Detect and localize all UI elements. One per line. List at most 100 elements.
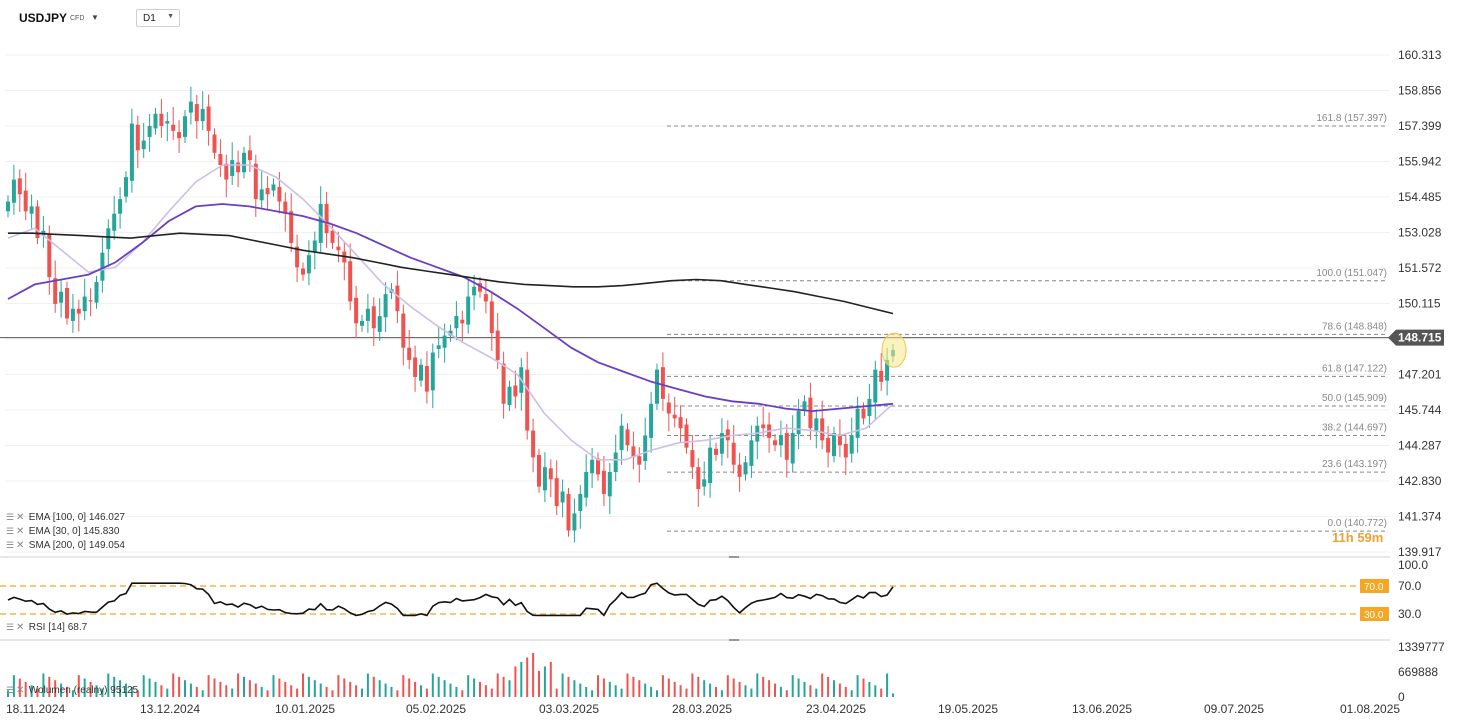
settings-lines-icon[interactable]: ☰ bbox=[6, 512, 15, 522]
legend-sma200-name: SMA bbox=[28, 540, 50, 551]
symbol-dropdown-icon[interactable]: ▼ bbox=[91, 13, 99, 22]
settings-lines-icon[interactable]: ☰ bbox=[6, 540, 15, 550]
candle-up bbox=[153, 113, 158, 129]
candle-up bbox=[708, 447, 713, 483]
date-tick-label: 13.06.2025 bbox=[1072, 702, 1132, 716]
candle-down bbox=[65, 288, 69, 319]
settings-lines-icon[interactable]: ☰ bbox=[6, 685, 15, 695]
candle-up bbox=[454, 316, 459, 329]
volume-bar bbox=[414, 681, 417, 697]
volume-bar bbox=[886, 673, 889, 697]
fib-level-label: 78.6 (148.848) bbox=[1322, 321, 1387, 332]
volume-bar bbox=[868, 681, 871, 697]
candle-down bbox=[171, 124, 176, 131]
legend-rsi-name: RSI bbox=[28, 622, 46, 633]
candle-down bbox=[194, 104, 199, 122]
price-tick-label: 155.942 bbox=[1398, 155, 1442, 169]
volume-bar bbox=[184, 680, 186, 697]
candle-down bbox=[277, 186, 282, 202]
volume-bar bbox=[508, 680, 511, 697]
volume-bar bbox=[408, 678, 411, 697]
candle-down bbox=[35, 206, 40, 239]
pane-resize-handle[interactable] bbox=[729, 639, 739, 641]
timeframe-value: D1 bbox=[143, 13, 156, 24]
candle-down bbox=[808, 397, 813, 429]
candle-down bbox=[236, 162, 241, 173]
rsi-level-tag bbox=[1360, 579, 1389, 593]
volume-bar bbox=[136, 690, 139, 697]
close-icon[interactable]: ✕ bbox=[16, 526, 25, 537]
timeframe-select[interactable]: D1 ▼ bbox=[136, 9, 180, 27]
volume-bar bbox=[83, 678, 86, 697]
candle-up bbox=[200, 108, 205, 122]
volume-bar bbox=[597, 675, 599, 697]
volume-bar bbox=[656, 690, 658, 697]
volume-bar bbox=[644, 683, 647, 697]
candle-up bbox=[436, 345, 441, 349]
price-tick-label: 160.313 bbox=[1398, 48, 1442, 62]
date-tick-label: 13.12.2024 bbox=[140, 702, 200, 716]
volume-bar bbox=[614, 685, 617, 697]
fib-level-label: 0.0 (140.772) bbox=[1328, 518, 1388, 529]
candle-down bbox=[478, 283, 482, 292]
volume-axis-label: 0 bbox=[1398, 690, 1405, 704]
candle-down bbox=[537, 454, 541, 487]
fib-level-label: 50.0 (145.909) bbox=[1322, 393, 1387, 404]
volume-bar bbox=[154, 681, 157, 697]
volume-bar bbox=[691, 673, 694, 697]
candle-up bbox=[271, 184, 276, 191]
volume-bar bbox=[160, 685, 163, 697]
volume-bar bbox=[461, 690, 464, 697]
candle-up bbox=[849, 435, 854, 454]
volume-bar bbox=[260, 686, 263, 697]
candle-down bbox=[714, 448, 718, 455]
candle-up bbox=[242, 152, 246, 173]
volume-bar bbox=[36, 688, 39, 697]
candle-down bbox=[159, 113, 164, 126]
candle-down bbox=[212, 134, 217, 153]
close-icon[interactable]: ✕ bbox=[16, 512, 25, 523]
close-icon[interactable]: ✕ bbox=[16, 540, 25, 551]
volume-bar bbox=[148, 678, 151, 697]
volume-bar bbox=[850, 690, 853, 697]
candle-down bbox=[625, 429, 630, 446]
close-icon[interactable]: ✕ bbox=[16, 685, 25, 696]
volume-bar bbox=[538, 670, 540, 697]
countdown-m: m bbox=[1371, 530, 1384, 545]
candle-down bbox=[88, 300, 93, 302]
close-icon[interactable]: ✕ bbox=[16, 622, 25, 633]
volume-bar bbox=[207, 675, 210, 697]
candle-down bbox=[395, 285, 400, 312]
volume-bar bbox=[579, 683, 582, 697]
candle-down bbox=[684, 424, 689, 448]
symbol-title[interactable]: USDJPY bbox=[19, 11, 68, 25]
settings-lines-icon[interactable]: ☰ bbox=[6, 526, 15, 536]
pane-resize-handle[interactable] bbox=[729, 556, 739, 558]
volume-bar bbox=[12, 675, 15, 697]
settings-lines-icon[interactable]: ☰ bbox=[6, 622, 15, 632]
candle-down bbox=[53, 278, 58, 304]
volume-bar bbox=[425, 688, 428, 697]
candle-up bbox=[584, 472, 589, 498]
price-tick-label: 139.917 bbox=[1398, 545, 1442, 559]
volume-bar bbox=[390, 686, 393, 697]
volume-bar bbox=[455, 686, 458, 697]
volume-axis-label: 1339777 bbox=[1398, 640, 1445, 654]
candle-up bbox=[383, 294, 388, 318]
countdown-minutes: 59 bbox=[1357, 530, 1372, 545]
volume-bar bbox=[720, 690, 723, 697]
volume-bar bbox=[791, 675, 794, 697]
candle-up bbox=[147, 125, 152, 137]
volume-bar bbox=[313, 680, 316, 697]
volume-bar bbox=[437, 676, 440, 697]
highlight-marker bbox=[881, 332, 907, 368]
volume-bar bbox=[473, 678, 476, 697]
rsi-line bbox=[7, 582, 894, 617]
volume-bar bbox=[237, 673, 240, 697]
candle-up bbox=[360, 320, 364, 326]
candle-down bbox=[206, 106, 211, 131]
candle-down bbox=[631, 446, 636, 458]
candle-up bbox=[306, 255, 311, 274]
